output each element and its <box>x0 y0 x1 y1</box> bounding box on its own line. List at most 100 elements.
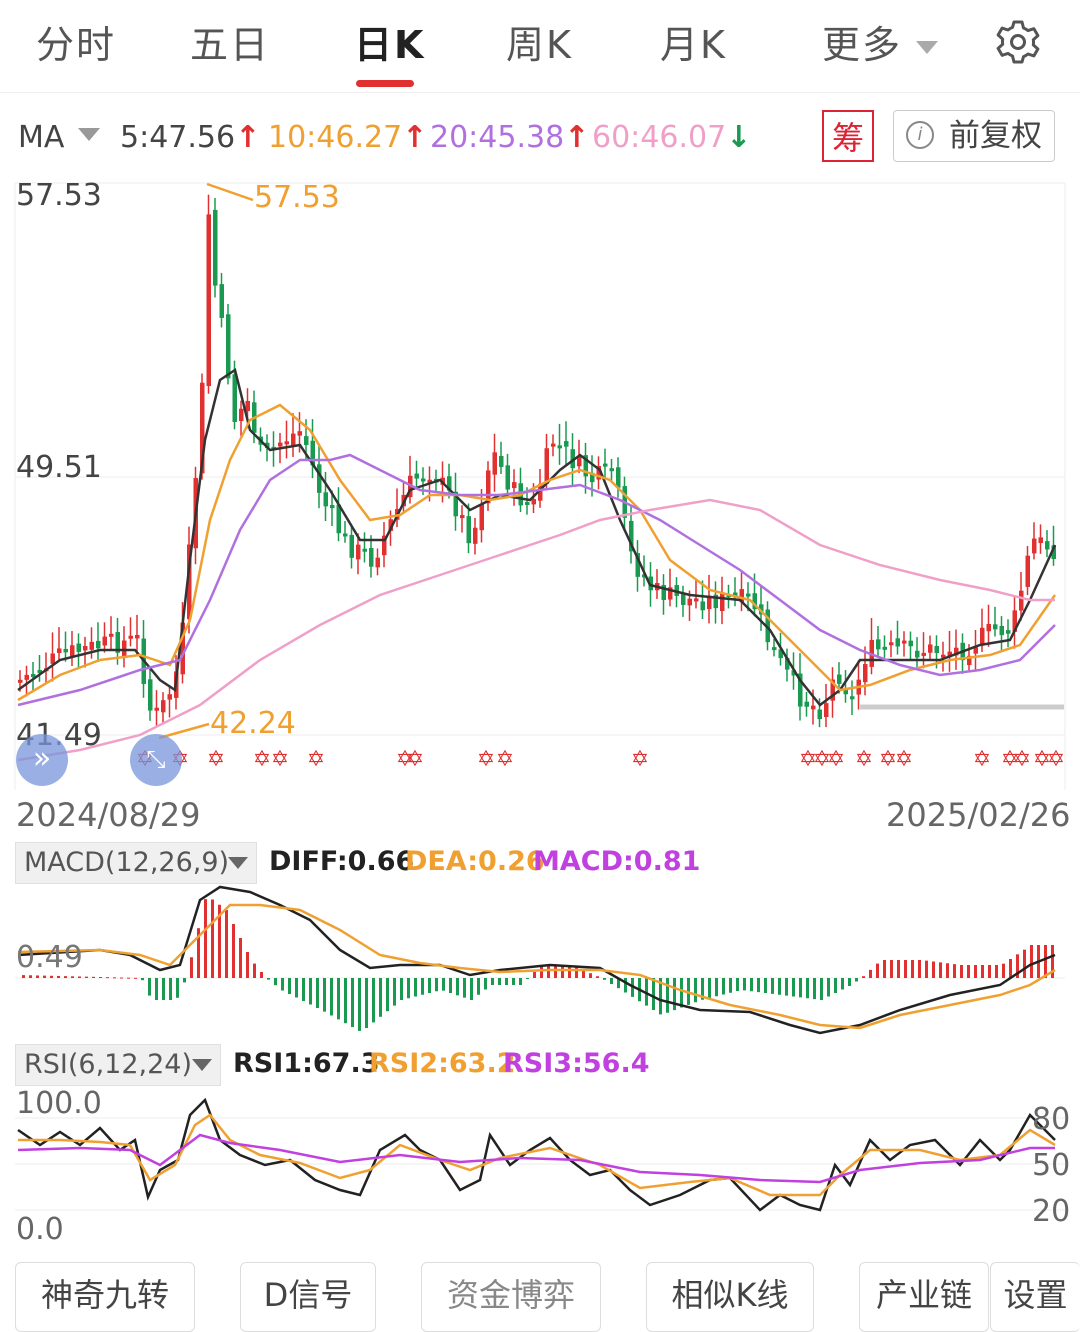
chevron-down-icon <box>192 1059 212 1071</box>
candle-body <box>310 440 315 466</box>
macd-bar <box>386 978 389 1012</box>
fullscreen-icon[interactable]: ⤡ <box>130 734 182 786</box>
tab-weekly-k[interactable]: 周K <box>506 23 573 67</box>
candle-body <box>102 636 107 646</box>
tab-more[interactable]: 更多 <box>822 14 939 69</box>
candle-body <box>739 589 744 603</box>
macd-chart[interactable] <box>0 884 1080 1040</box>
expand-chevrons-icon[interactable]: » <box>16 734 68 786</box>
candle-body <box>863 664 868 683</box>
macd-bar <box>806 978 809 999</box>
candle-body <box>603 463 608 467</box>
rsi-selector[interactable]: RSI(6,12,24) <box>15 1044 221 1086</box>
macd-bar <box>729 978 732 993</box>
tab-daily-k[interactable]: 日K <box>354 23 426 67</box>
tab-five-day[interactable]: 五日 <box>190 23 271 67</box>
candle-body <box>466 516 471 544</box>
candle-body <box>973 647 978 654</box>
macd-bar <box>267 978 270 980</box>
macd-bar <box>50 975 53 978</box>
chip-distribution-button[interactable]: 筹 <box>822 110 874 162</box>
date-start: 2024/08/29 <box>16 796 201 834</box>
candle-body <box>531 499 536 505</box>
candle-body <box>284 441 289 445</box>
macd-bar <box>554 965 557 978</box>
chevron-down-icon <box>78 128 101 141</box>
fund-game-button[interactable]: 资金博弈 <box>421 1262 601 1332</box>
candle-body <box>245 400 250 412</box>
macd-bar <box>316 978 319 1008</box>
candle-body <box>538 483 543 501</box>
info-icon: i <box>906 121 934 149</box>
signal-stars: ✡✡✡✡✡✡✡✡✡✡✡✡✡✡✡✡✡✡✡✡✡✡ <box>136 747 1065 772</box>
adjustment-button[interactable]: i 前复权 <box>893 110 1055 162</box>
rsi-level-20: 20 <box>1032 1194 1071 1229</box>
macd-bar <box>449 978 452 993</box>
similar-kline-button[interactable]: 相似K线 <box>646 1262 814 1332</box>
adjustment-label: 前复权 <box>949 118 1042 154</box>
candle-body <box>986 623 991 632</box>
tab-monthly-k[interactable]: 月K <box>660 23 727 67</box>
macd-bar <box>155 978 158 1000</box>
macd-selector-label: MACD(12,26,9) <box>24 847 230 878</box>
signal-star-icon: ✡ <box>1047 747 1065 772</box>
gear-icon[interactable] <box>994 18 1042 66</box>
date-end: 2025/02/26 <box>886 796 1071 834</box>
macd-bar <box>274 978 277 986</box>
signal-star-icon: ✡ <box>253 747 271 772</box>
macd-bar <box>162 978 165 1000</box>
candle-body <box>486 470 491 504</box>
candle-body <box>37 669 42 673</box>
macd-bar <box>855 978 858 982</box>
macd-bar <box>232 924 235 978</box>
macd-bar <box>911 960 914 978</box>
magic-nine-button[interactable]: 神奇九转 <box>15 1262 195 1332</box>
period-tabs: 分时 五日 日K 周K 月K 更多 <box>0 0 1080 93</box>
macd-bar <box>827 978 830 997</box>
macd-bar <box>757 978 760 993</box>
candle-body <box>31 673 36 677</box>
macd-selector[interactable]: MACD(12,26,9) <box>15 842 257 884</box>
candle-body <box>681 594 686 605</box>
macd-bar <box>141 978 144 981</box>
d-signal-button[interactable]: D信号 <box>240 1262 376 1332</box>
macd-bar <box>869 969 872 978</box>
low-marker-label: 42.24 <box>210 706 296 741</box>
tab-intraday[interactable]: 分时 <box>36 23 117 67</box>
candle-body <box>50 653 55 664</box>
macd-dea-line <box>17 903 1056 1030</box>
macd-bar <box>239 938 242 978</box>
industry-chain-button[interactable]: 产业链 <box>859 1262 989 1332</box>
macd-bar <box>617 978 620 989</box>
rsi-selector-label: RSI(6,12,24) <box>24 1049 192 1080</box>
macd-bar <box>85 976 88 978</box>
candle-body <box>128 635 133 639</box>
macd-bar <box>295 978 298 998</box>
macd-bar <box>939 962 942 978</box>
candle-body <box>908 640 913 647</box>
macd-bar <box>393 978 396 1006</box>
macd-bar <box>414 978 417 997</box>
macd-bar <box>841 978 844 990</box>
candle-body <box>804 701 809 707</box>
candle-body <box>239 408 244 422</box>
ma-selector[interactable]: MA <box>18 120 101 155</box>
macd-bar <box>561 965 564 978</box>
candle-body <box>369 548 374 567</box>
settings-button[interactable]: 设置 <box>990 1262 1080 1332</box>
candle-body <box>336 504 341 534</box>
macd-bar <box>736 978 739 991</box>
signal-star-icon: ✡ <box>879 747 897 772</box>
candle-body <box>187 544 192 620</box>
candle-body <box>148 679 153 711</box>
candle-body <box>564 441 569 447</box>
rsi3-value: RSI3:56.4 <box>503 1048 650 1079</box>
rsi-chart[interactable] <box>0 1090 1080 1240</box>
candle-body <box>200 382 205 474</box>
candle-body <box>505 465 510 490</box>
candle-body <box>551 443 556 447</box>
candle-body <box>161 700 166 713</box>
candle-body <box>850 696 855 700</box>
candle-body <box>570 449 575 469</box>
kline-chart[interactable]: ✡✡✡✡✡✡✡✡✡✡✡✡✡✡✡✡✡✡✡✡✡✡ <box>0 170 1080 790</box>
